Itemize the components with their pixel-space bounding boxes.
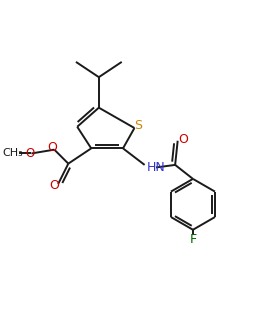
Text: CH₃: CH₃	[3, 149, 23, 158]
Text: O: O	[50, 179, 59, 192]
Text: HN: HN	[147, 161, 166, 174]
Text: O: O	[26, 147, 35, 160]
Text: F: F	[189, 233, 196, 246]
Text: O: O	[178, 133, 188, 146]
Text: O: O	[47, 141, 57, 154]
Text: S: S	[134, 119, 142, 132]
